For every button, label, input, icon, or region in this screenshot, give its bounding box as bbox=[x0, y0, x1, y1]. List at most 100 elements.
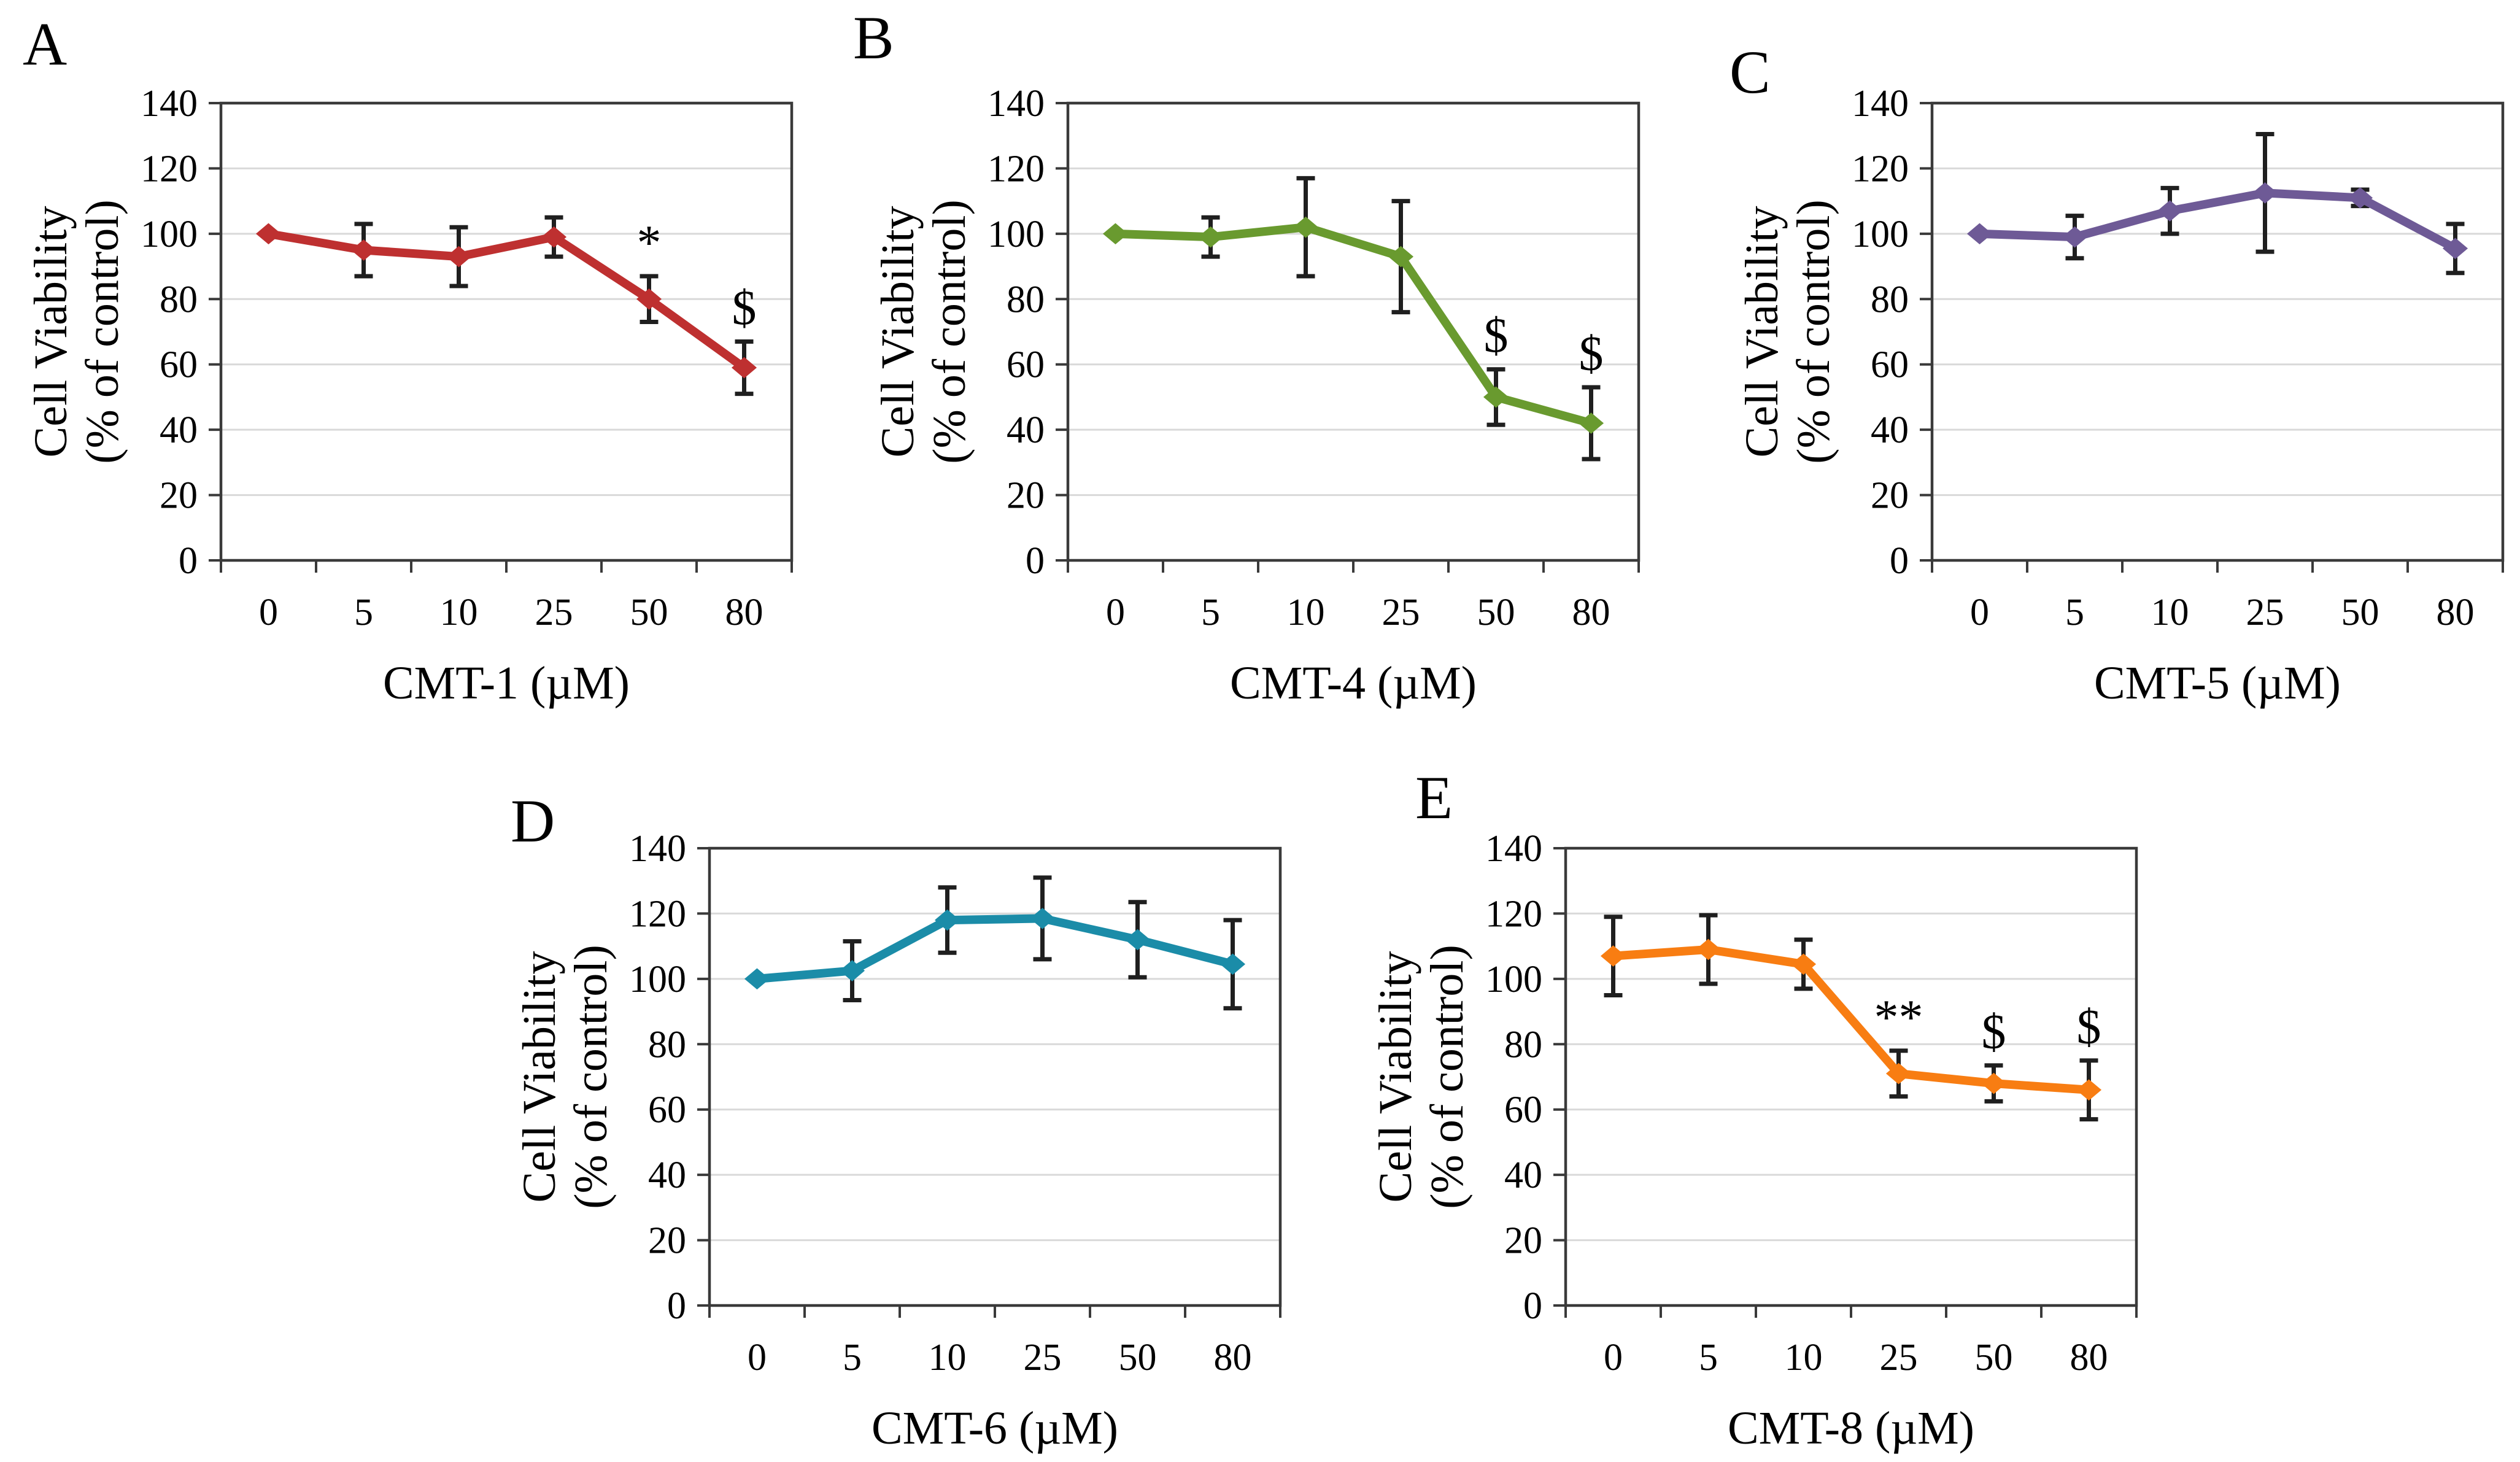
x-tick-label: 5 bbox=[1699, 1337, 1718, 1379]
series-line bbox=[1111, 223, 1596, 428]
series-line bbox=[264, 229, 749, 373]
plot-border bbox=[1564, 846, 2138, 1307]
y-tick-label: 60 bbox=[160, 344, 198, 386]
y-tick-label: 140 bbox=[629, 828, 686, 870]
data-point-marker bbox=[1124, 929, 1151, 951]
significance-annotation: $ bbox=[1579, 327, 1604, 381]
x-tick-label: 0 bbox=[1106, 592, 1125, 633]
x-tick-label: 50 bbox=[1975, 1337, 2013, 1379]
y-tick-label: 60 bbox=[648, 1089, 686, 1131]
x-tick-label: 25 bbox=[535, 592, 573, 633]
data-point-marker bbox=[1029, 908, 1056, 929]
chart-panel-c: 0 20 40 60 80 100 120 140 0 5 10 25 50 80 CMT-5 (µM) Ce… bbox=[1736, 83, 2505, 709]
y-axis-title-line: (% of control) bbox=[565, 945, 617, 1209]
y-tick-label: 140 bbox=[1485, 828, 1542, 870]
y-tick-label: 80 bbox=[1007, 279, 1045, 320]
data-point-marker bbox=[1197, 226, 1224, 248]
data-point-marker bbox=[1966, 223, 1993, 245]
y-tick-label: 0 bbox=[1890, 540, 1909, 582]
x-tick-label: 25 bbox=[1024, 1337, 1062, 1379]
y-tick-label: 100 bbox=[1852, 214, 1909, 255]
panel-label-b: B bbox=[853, 4, 894, 72]
data-point-marker bbox=[2252, 182, 2278, 204]
data-point-marker bbox=[1981, 1072, 2007, 1094]
significance-annotation: * bbox=[637, 216, 662, 270]
x-tick-label: 10 bbox=[1287, 592, 1325, 633]
significance-annotation: ** bbox=[1874, 991, 1923, 1045]
y-tick-label: 60 bbox=[1871, 344, 1909, 386]
data-point-marker bbox=[1790, 953, 1817, 975]
x-tick-label: 5 bbox=[1201, 592, 1220, 633]
x-tick-label: 50 bbox=[1477, 592, 1515, 633]
x-tick-label: 0 bbox=[259, 592, 278, 633]
x-tick-label: 10 bbox=[2151, 592, 2189, 633]
y-tick-label: 80 bbox=[160, 279, 198, 320]
x-tick-label: 0 bbox=[1604, 1337, 1623, 1379]
y-tick-label: 0 bbox=[179, 540, 198, 582]
data-point-marker bbox=[255, 223, 282, 245]
y-axis-title-line: Cell Viability bbox=[514, 951, 565, 1203]
x-axis-title: CMT-6 (µM) bbox=[872, 1402, 1118, 1454]
y-tick-label: 100 bbox=[629, 959, 686, 1000]
data-point-marker bbox=[2347, 187, 2373, 209]
chart-panel-e: 0 20 40 60 80 100 120 140 0 5 10 25 50 80 CMT-8 (µM) Ce… bbox=[1370, 828, 2138, 1454]
data-point-marker bbox=[2442, 238, 2468, 260]
y-tick-label: 140 bbox=[141, 83, 198, 125]
data-point-marker bbox=[1102, 223, 1129, 245]
series-line bbox=[1609, 945, 2093, 1094]
x-axis-title: CMT-1 (µM) bbox=[383, 657, 630, 709]
data-point-marker bbox=[2157, 200, 2183, 222]
chart-panel-b: 0 20 40 60 80 100 120 140 0 5 10 25 50 80 CMT-4 (µM) Ce… bbox=[872, 83, 1641, 709]
data-point-marker bbox=[1578, 412, 1604, 434]
data-point-marker bbox=[744, 968, 770, 990]
data-point-marker bbox=[731, 357, 757, 379]
chart-panel-d: 0 20 40 60 80 100 120 140 0 5 10 25 50 80 CMT-6 (µM) Ce… bbox=[514, 828, 1282, 1454]
x-tick-label: 80 bbox=[2437, 592, 2475, 633]
y-axis-title-line: (% of control) bbox=[924, 199, 975, 464]
data-point-marker bbox=[1293, 216, 1319, 238]
x-tick-label: 80 bbox=[1572, 592, 1610, 633]
x-tick-label: 0 bbox=[748, 1337, 767, 1379]
y-axis-title-line: (% of control) bbox=[1421, 945, 1473, 1209]
panel-label-e: E bbox=[1415, 764, 1453, 832]
significance-annotation: $ bbox=[1484, 309, 1509, 363]
data-point-marker bbox=[839, 960, 865, 981]
panel-label-c: C bbox=[1730, 38, 1771, 106]
plot-border bbox=[1930, 101, 2505, 562]
x-axis-title: CMT-5 (µM) bbox=[2094, 657, 2341, 709]
x-tick-label: 25 bbox=[1382, 592, 1420, 633]
y-tick-label: 40 bbox=[1504, 1155, 1542, 1196]
data-point-marker bbox=[446, 246, 472, 268]
data-point-marker bbox=[934, 909, 960, 931]
data-point-marker bbox=[1219, 953, 1246, 975]
y-tick-label: 40 bbox=[1007, 409, 1045, 451]
y-tick-label: 120 bbox=[1852, 148, 1909, 190]
x-tick-label: 80 bbox=[1214, 1337, 1252, 1379]
chart-panel-a: 0 20 40 60 80 100 120 140 0 5 10 25 50 80 CMT-1 (µM) Ce… bbox=[25, 83, 794, 709]
x-axis-title: CMT-4 (µM) bbox=[1230, 657, 1477, 709]
x-tick-label: 50 bbox=[2341, 592, 2379, 633]
y-tick-label: 60 bbox=[1007, 344, 1045, 386]
x-tick-label: 50 bbox=[630, 592, 668, 633]
data-point-marker bbox=[1600, 945, 1626, 967]
x-tick-label: 10 bbox=[440, 592, 478, 633]
y-tick-label: 120 bbox=[629, 893, 686, 935]
x-tick-label: 10 bbox=[929, 1337, 967, 1379]
data-point-marker bbox=[1388, 246, 1414, 268]
y-tick-label: 0 bbox=[1523, 1285, 1542, 1327]
data-point-marker bbox=[636, 288, 662, 310]
data-point-marker bbox=[1695, 938, 1722, 961]
y-tick-label: 20 bbox=[160, 475, 198, 517]
y-tick-label: 120 bbox=[1485, 893, 1542, 935]
y-tick-label: 80 bbox=[648, 1024, 686, 1066]
y-tick-label: 80 bbox=[1504, 1024, 1542, 1066]
series-line bbox=[752, 914, 1237, 983]
y-tick-label: 80 bbox=[1871, 279, 1909, 320]
significance-annotation: $ bbox=[732, 281, 757, 335]
data-point-marker bbox=[541, 226, 567, 248]
x-tick-label: 0 bbox=[1970, 592, 1989, 633]
y-tick-label: 0 bbox=[667, 1285, 686, 1327]
y-tick-label: 40 bbox=[160, 409, 198, 451]
y-axis-title-line: Cell Viability bbox=[25, 206, 77, 458]
